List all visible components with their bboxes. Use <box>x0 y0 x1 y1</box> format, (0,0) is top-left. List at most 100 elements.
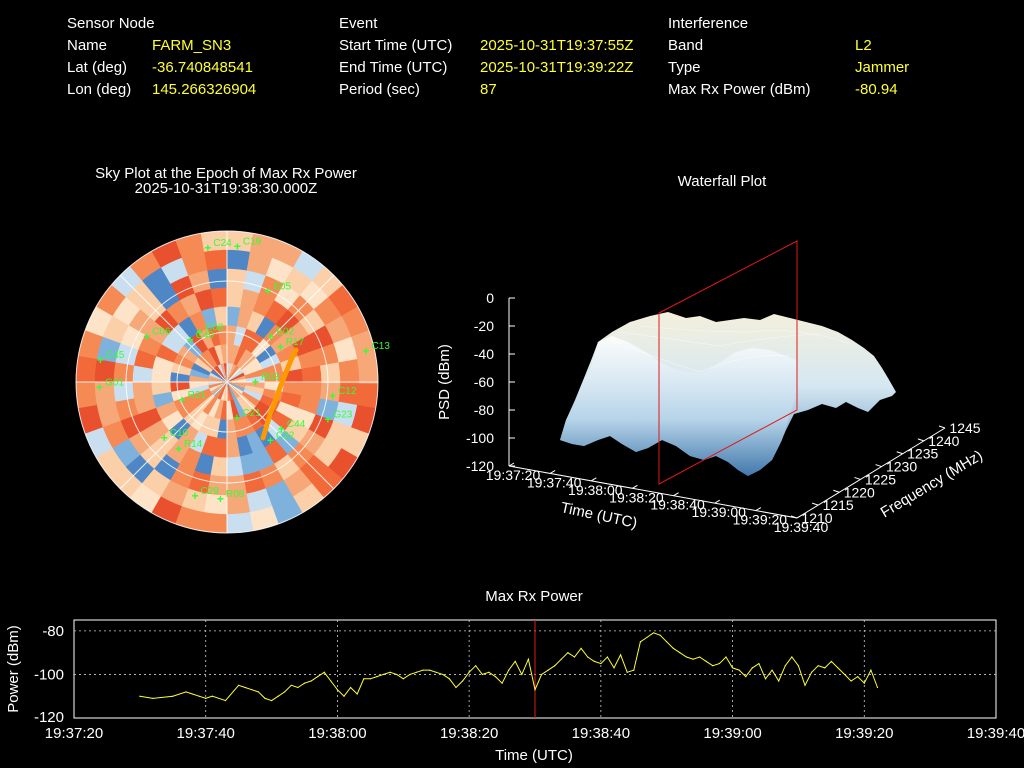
y-tick-label: -80 <box>42 623 64 640</box>
sky-cell <box>293 250 326 282</box>
epoch-plane <box>658 240 798 485</box>
sky-cell <box>177 344 199 364</box>
time-tick-label: 19:39:00 <box>691 504 746 520</box>
time-tick-label: 19:39:20 <box>733 512 788 528</box>
sky-cell <box>208 372 227 382</box>
power-point <box>238 684 240 686</box>
sat-plus-marker: + <box>278 422 285 436</box>
sky-cell <box>280 391 302 409</box>
sky-cell <box>226 400 234 421</box>
sat-label: R21 <box>188 390 207 401</box>
sat-plus-marker: + <box>204 241 211 255</box>
sky-cell <box>226 382 231 402</box>
freq-tick <box>917 438 925 442</box>
freq-tick-label: 1240 <box>928 433 959 449</box>
sky-cell <box>356 382 378 410</box>
power-point <box>224 699 227 702</box>
power-point <box>870 669 872 671</box>
sky-cell <box>270 496 303 525</box>
sky-cell <box>213 306 228 327</box>
sky-cell <box>252 292 276 317</box>
sky-cell <box>207 382 227 389</box>
sky-cell <box>189 410 209 432</box>
power-point <box>409 673 411 676</box>
power-point <box>396 673 398 676</box>
sky-cell <box>190 388 211 402</box>
sky-cell <box>95 283 127 316</box>
power-point <box>185 691 187 693</box>
sky-cell <box>233 325 248 347</box>
psd-axis-label: PSD (dBm) <box>436 344 453 420</box>
sky-cell <box>225 493 251 515</box>
power-point <box>402 678 404 680</box>
power-point <box>290 684 292 686</box>
sky-cell <box>255 345 277 364</box>
sky-cell <box>188 269 212 294</box>
power-point <box>764 678 767 680</box>
sky-cell <box>187 470 211 495</box>
psd-tick-label: -80 <box>474 402 494 418</box>
sat-label: G01 <box>105 377 124 388</box>
power-point <box>620 654 622 656</box>
freq-tick <box>811 502 819 506</box>
sat-label: C06 <box>152 327 171 338</box>
time-tick-label: 19:38:20 <box>609 489 664 505</box>
sky-cell <box>230 344 241 365</box>
sky-cell <box>181 251 209 276</box>
sat-label: C24 <box>213 238 232 249</box>
sky-cell <box>210 382 227 395</box>
power-point <box>422 669 424 671</box>
maxrx-label: Max Rx Power (dBm) <box>668 81 811 98</box>
sky-cell <box>188 430 208 454</box>
sky-cell <box>227 378 247 383</box>
end-value: 2025-10-31T19:39:22Z <box>480 59 634 76</box>
sat-label: G23 <box>333 409 352 420</box>
sat-plus-marker: + <box>179 393 186 407</box>
sky-cell <box>227 382 246 392</box>
sky-cell <box>155 343 179 363</box>
sky-cell <box>190 332 209 354</box>
power-point <box>494 676 497 678</box>
power-point <box>330 680 332 682</box>
event-heading: Event <box>339 15 378 32</box>
sky-cell <box>177 400 199 419</box>
power-point <box>514 660 516 662</box>
sky-cell <box>166 299 190 325</box>
band-label: Band <box>668 37 704 54</box>
power-point <box>699 656 701 658</box>
sky-cell <box>245 382 266 390</box>
sky-cell <box>255 316 277 339</box>
sky-cell <box>220 343 228 364</box>
sky-cell <box>153 453 180 481</box>
sky-cell <box>133 394 157 415</box>
power-point <box>139 695 141 697</box>
sky-cell <box>128 308 156 335</box>
power-point <box>350 686 352 689</box>
sky-cell <box>207 375 227 382</box>
sat-label: C19 <box>243 237 262 248</box>
sky-cell <box>76 354 98 382</box>
sky-cell <box>110 264 144 298</box>
sky-cell <box>206 474 227 496</box>
sky-cell <box>198 328 215 350</box>
time-tick <box>549 469 556 474</box>
sky-cell <box>236 307 254 329</box>
sat-plus-marker: + <box>217 492 224 506</box>
sky-cell <box>216 419 227 440</box>
power-point <box>718 662 721 665</box>
sat-plus-marker: + <box>234 240 241 254</box>
sky-cell <box>333 401 358 429</box>
event-block: Event Start Time (UTC) 2025-10-31T19:37:5… <box>339 13 633 101</box>
power-point <box>778 680 780 682</box>
skyplot-title: Sky Plot at the Epoch of Max Rx Power <box>95 165 357 182</box>
band-value: L2 <box>855 37 872 54</box>
sky-cell <box>210 369 227 382</box>
power-point <box>461 680 464 682</box>
time-tick <box>755 507 762 512</box>
diag-axis-2 <box>119 274 335 490</box>
power-point <box>369 678 371 680</box>
sky-cell <box>226 456 244 477</box>
sky-cell <box>206 417 221 439</box>
freq-tick <box>875 464 882 468</box>
sky-cell <box>227 343 235 364</box>
